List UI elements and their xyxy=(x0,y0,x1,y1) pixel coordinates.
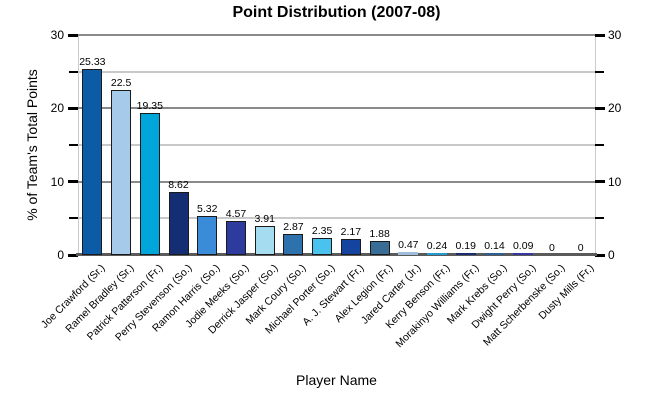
y-tick-label-left: 10 xyxy=(50,174,64,189)
bar-value-label: 0.47 xyxy=(398,239,419,251)
bar xyxy=(455,253,476,255)
gridline-minor xyxy=(78,144,595,146)
y-tick-major xyxy=(68,253,78,257)
bar-value-label: 19.35 xyxy=(136,100,163,112)
y-tick-minor xyxy=(595,70,604,73)
bar-value-label: 25.33 xyxy=(79,56,106,68)
bar-value-label: 5.32 xyxy=(197,203,218,215)
y-tick-major xyxy=(595,106,605,110)
x-axis-title: Player Name xyxy=(296,372,377,388)
y-tick-major xyxy=(68,180,78,184)
bar-value-label: 0.19 xyxy=(455,240,476,252)
bar xyxy=(283,234,304,255)
bar-value-label: 1.88 xyxy=(369,228,390,240)
y-tick-label-right: 20 xyxy=(608,101,622,116)
gridline-minor xyxy=(78,70,595,73)
bar xyxy=(513,253,534,255)
y-tick-label-left: 0 xyxy=(57,248,64,262)
bar xyxy=(111,90,132,255)
y-tick-minor xyxy=(595,144,604,146)
bar xyxy=(340,239,361,255)
y-tick-label-right: 0 xyxy=(608,248,615,262)
bar-value-label: 8.62 xyxy=(168,179,189,191)
gridline-major xyxy=(78,180,595,183)
bar-value-label: 0.24 xyxy=(426,240,448,252)
bar xyxy=(139,113,160,255)
y-tick-label-left: 20 xyxy=(50,101,64,116)
bar-value-label: 2.35 xyxy=(311,225,333,237)
bar-value-label: 2.17 xyxy=(340,226,362,238)
y-tick-label-right: 30 xyxy=(608,28,622,42)
chart-title: Point Distribution (2007-08) xyxy=(232,4,441,21)
bar xyxy=(82,69,103,255)
bar xyxy=(168,192,189,255)
x-axis-line xyxy=(76,253,597,256)
bar xyxy=(197,216,218,255)
bar xyxy=(369,241,390,255)
gridline-major xyxy=(78,34,595,36)
y-tick-major xyxy=(68,106,78,110)
bar-value-label: 0 xyxy=(548,242,555,254)
bar-value-label: 0.09 xyxy=(512,240,534,252)
bar-value-label: 3.91 xyxy=(254,213,275,225)
bar-value-label: 4.57 xyxy=(225,208,247,220)
bar xyxy=(398,252,419,255)
y-tick-minor xyxy=(69,144,78,146)
gridline-major xyxy=(78,107,595,110)
y-tick-major xyxy=(595,180,605,184)
y-tick-label-right: 10 xyxy=(608,174,622,189)
bar xyxy=(427,253,448,255)
bar-value-label: 0 xyxy=(577,242,584,254)
y-tick-major xyxy=(595,33,605,37)
y-tick-major xyxy=(68,33,78,37)
bar xyxy=(484,253,505,255)
bar-value-label: 2.87 xyxy=(283,221,304,233)
bar xyxy=(225,221,246,255)
y-tick-minor xyxy=(69,217,78,220)
bar-value-label: 22.5 xyxy=(110,77,132,89)
gridline-minor xyxy=(78,217,595,220)
bar xyxy=(312,238,333,255)
bar-value-label: 0.14 xyxy=(484,240,505,252)
y-tick-major xyxy=(595,253,605,257)
bar xyxy=(254,226,275,255)
y-tick-minor xyxy=(595,217,604,220)
y-tick-label-left: 30 xyxy=(50,28,64,42)
y-tick-minor xyxy=(69,70,78,73)
